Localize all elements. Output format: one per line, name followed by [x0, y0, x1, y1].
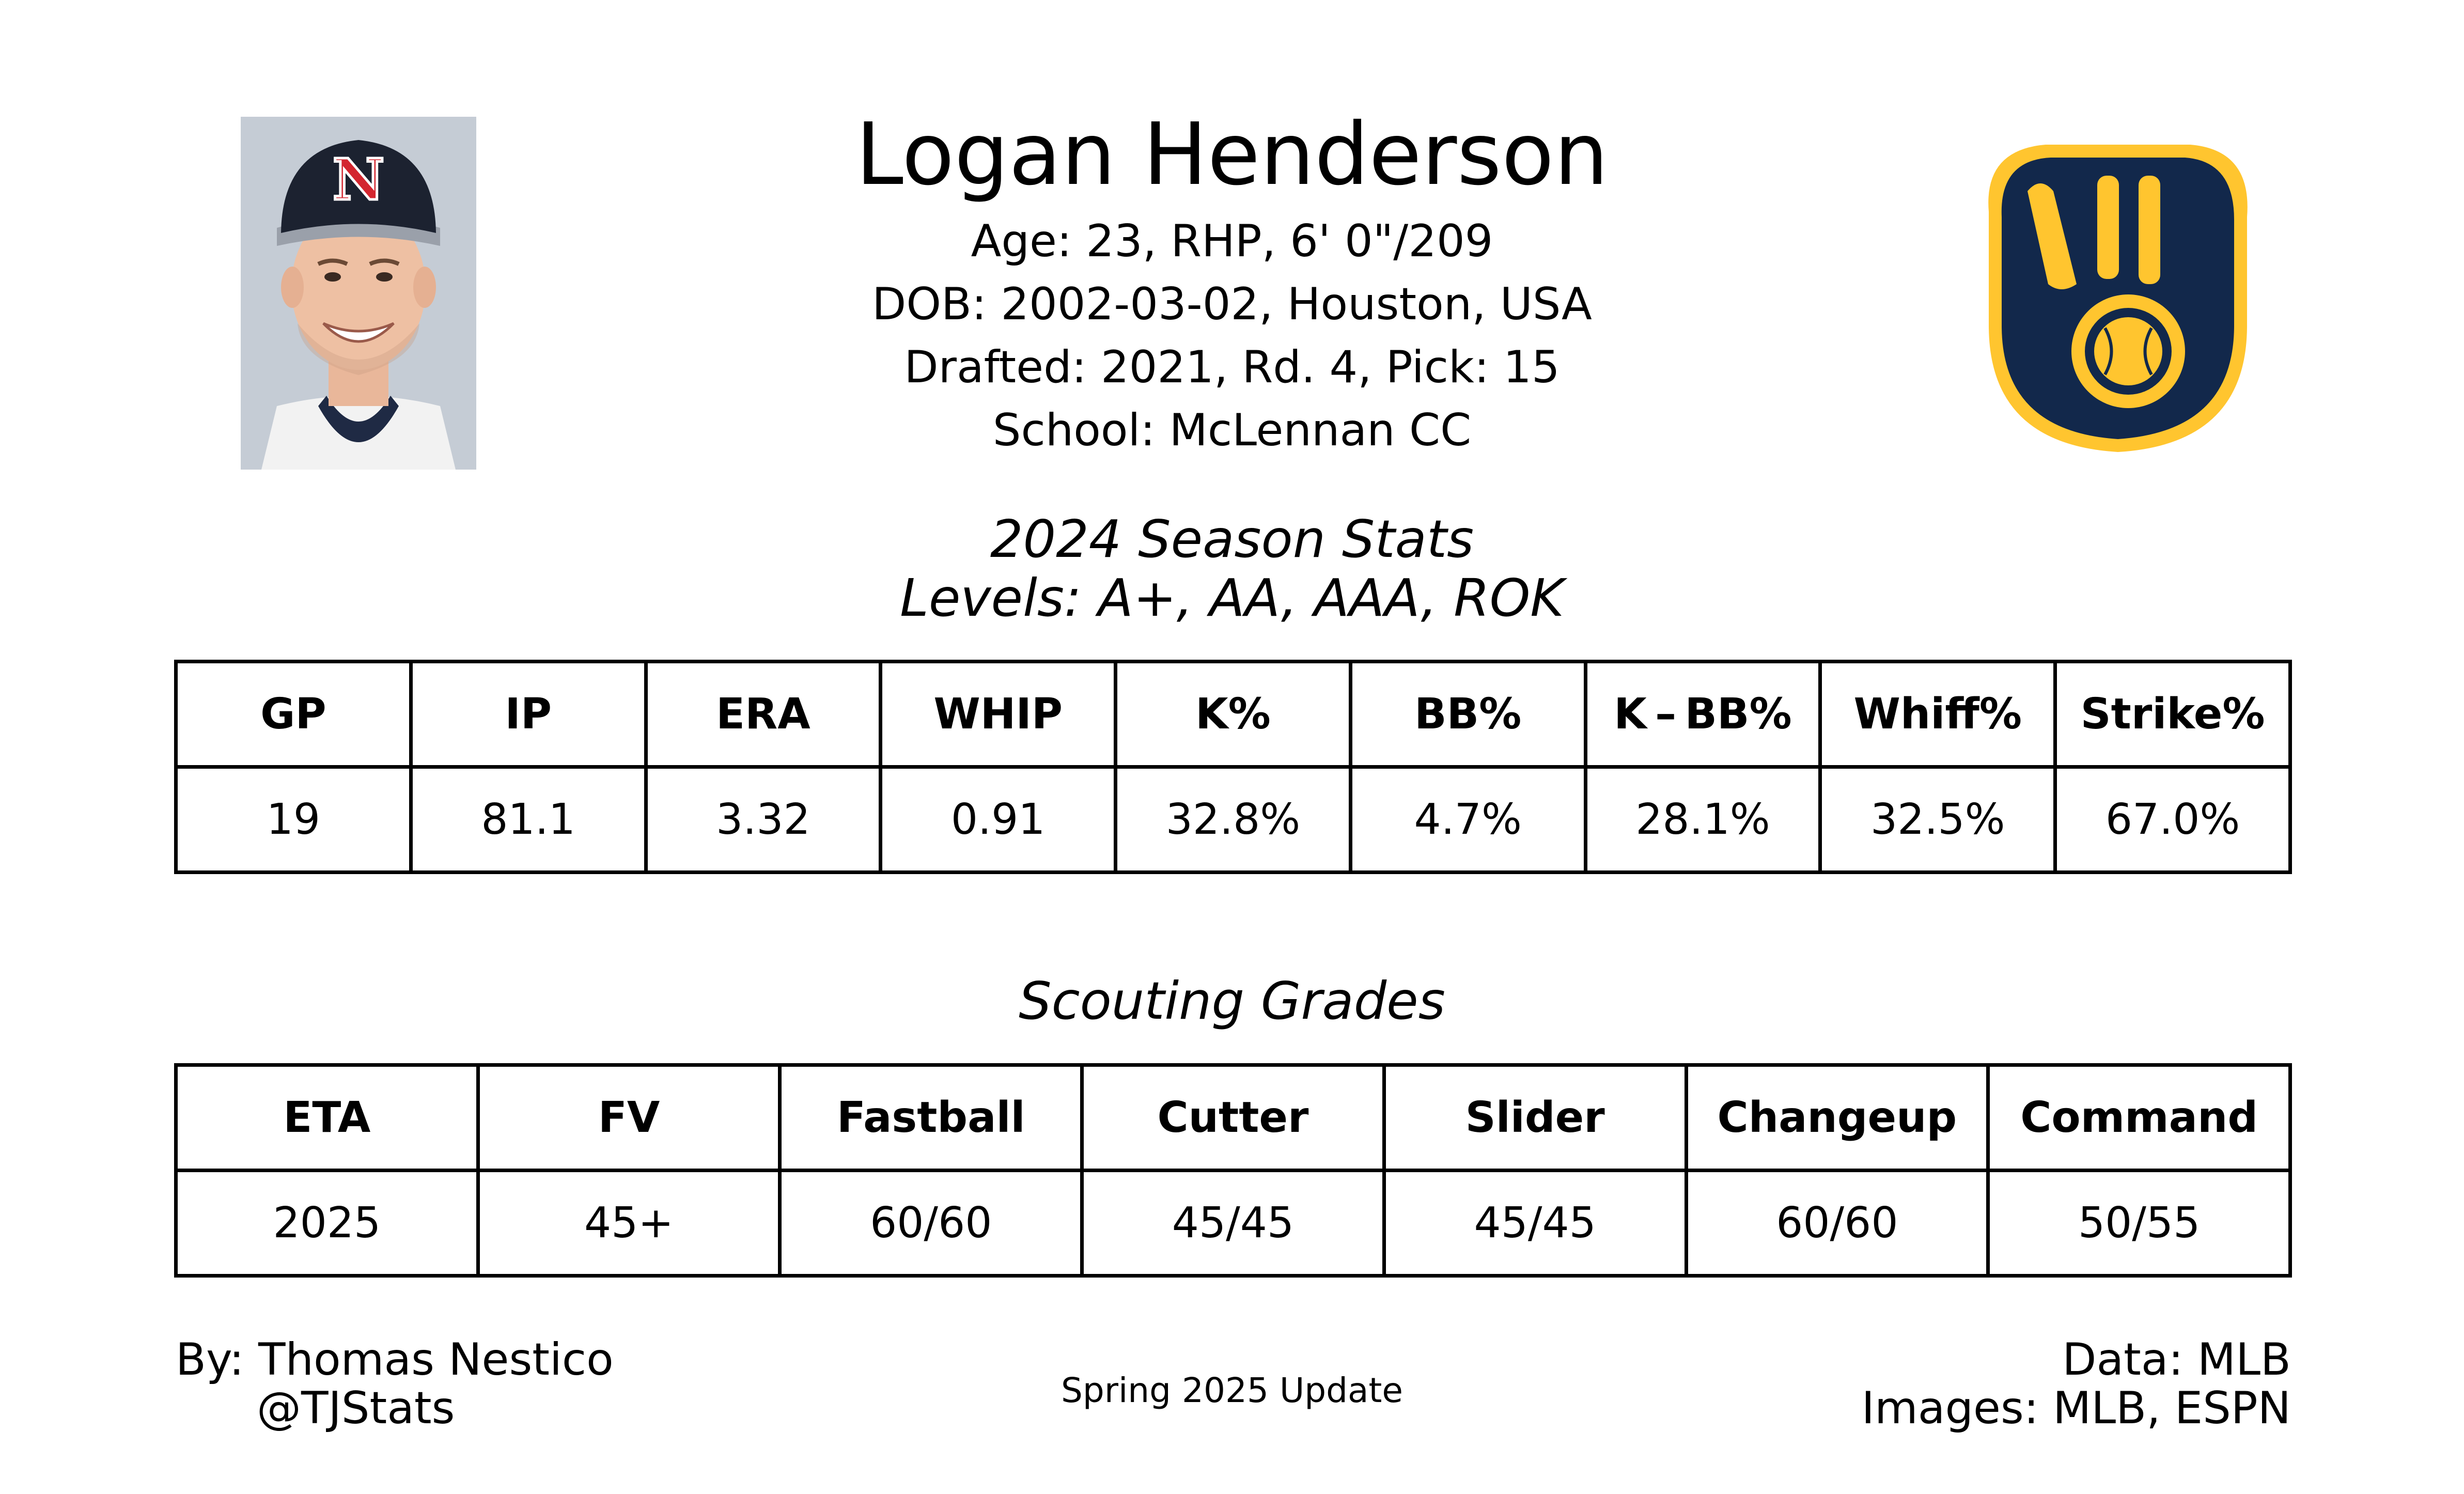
- stats-header-cell: IP: [409, 660, 648, 769]
- grades-header-cell: Cutter: [1080, 1063, 1386, 1172]
- stats-header-cell: K%: [1114, 660, 1352, 769]
- grades-value-cell: 45/45: [1080, 1169, 1386, 1278]
- player-age-position-size: Age: 23, RHP, 6' 0"/209: [971, 215, 1493, 267]
- stats-value-cell: 81.1: [409, 765, 648, 874]
- stats-header-cell: Strike%: [2053, 660, 2292, 769]
- grades-header-cell: ETA: [174, 1063, 480, 1172]
- stats-header-cell: WHIP: [879, 660, 1118, 769]
- author-credit: By: Thomas Nestico: [176, 1334, 614, 1386]
- season-stats-title: 2024 Season Stats: [990, 509, 1474, 569]
- grades-value-cell: 45/45: [1382, 1169, 1688, 1278]
- author-handle: @TJStats: [257, 1382, 455, 1434]
- grades-header-row: ETA FV Fastball Cutter Slider Changeup C…: [174, 1063, 2292, 1172]
- grades-value-cell: 2025: [174, 1169, 480, 1278]
- grades-header-cell: Fastball: [778, 1063, 1084, 1172]
- stats-value-cell: 4.7%: [1348, 765, 1587, 874]
- stats-header-cell: GP: [174, 660, 413, 769]
- stats-header-cell: Whiff%: [1818, 660, 2057, 769]
- season-stats-levels: Levels: A+, AA, AAA, ROK: [900, 568, 1564, 628]
- scouting-grades-title: Scouting Grades: [1019, 971, 1445, 1031]
- player-school: School: McLennan CC: [992, 404, 1472, 456]
- image-source-credit: Images: MLB, ESPN: [1861, 1382, 2291, 1434]
- grades-value-cell: 60/60: [778, 1169, 1084, 1278]
- update-label: Spring 2025 Update: [1061, 1371, 1403, 1410]
- stats-value-cell: 3.32: [644, 765, 883, 874]
- stats-value-cell: 67.0%: [2053, 765, 2292, 874]
- stats-value-cell: 32.5%: [1818, 765, 2057, 874]
- grades-value-row: 2025 45+ 60/60 45/45 45/45 60/60 50/55: [174, 1169, 2292, 1278]
- grades-value-cell: 45+: [476, 1169, 782, 1278]
- team-logo: [1958, 129, 2268, 460]
- stats-header-row: GP IP ERA WHIP K% BB% K – BB% Whiff% Str…: [174, 660, 2292, 769]
- stats-header-cell: K – BB%: [1583, 660, 1822, 769]
- grades-header-cell: Slider: [1382, 1063, 1688, 1172]
- grades-header-cell: FV: [476, 1063, 782, 1172]
- stats-value-cell: 0.91: [879, 765, 1118, 874]
- cap-logo-letter: N: [333, 146, 385, 213]
- grades-value-cell: 50/55: [1986, 1169, 2292, 1278]
- stats-header-cell: BB%: [1348, 660, 1587, 769]
- player-headshot-image: N: [241, 117, 476, 470]
- brewers-glove-logo: [1988, 145, 2248, 452]
- player-headshot: N: [241, 117, 476, 470]
- data-source-credit: Data: MLB: [2062, 1334, 2291, 1386]
- grades-header-cell: Command: [1986, 1063, 2292, 1172]
- scouting-grades-table: ETA FV Fastball Cutter Slider Changeup C…: [174, 1063, 2292, 1278]
- player-name: Logan Henderson: [855, 105, 1609, 205]
- grades-header-cell: Changeup: [1684, 1063, 1990, 1172]
- season-stats-table: GP IP ERA WHIP K% BB% K – BB% Whiff% Str…: [174, 660, 2292, 874]
- stats-value-cell: 28.1%: [1583, 765, 1822, 874]
- stats-header-cell: ERA: [644, 660, 883, 769]
- stats-value-row: 19 81.1 3.32 0.91 32.8% 4.7% 28.1% 32.5%…: [174, 765, 2292, 874]
- player-draft-info: Drafted: 2021, Rd. 4, Pick: 15: [904, 341, 1560, 393]
- player-dob-birthplace: DOB: 2002-03-02, Houston, USA: [872, 278, 1592, 330]
- stats-value-cell: 19: [174, 765, 413, 874]
- grades-value-cell: 60/60: [1684, 1169, 1990, 1278]
- stats-value-cell: 32.8%: [1114, 765, 1352, 874]
